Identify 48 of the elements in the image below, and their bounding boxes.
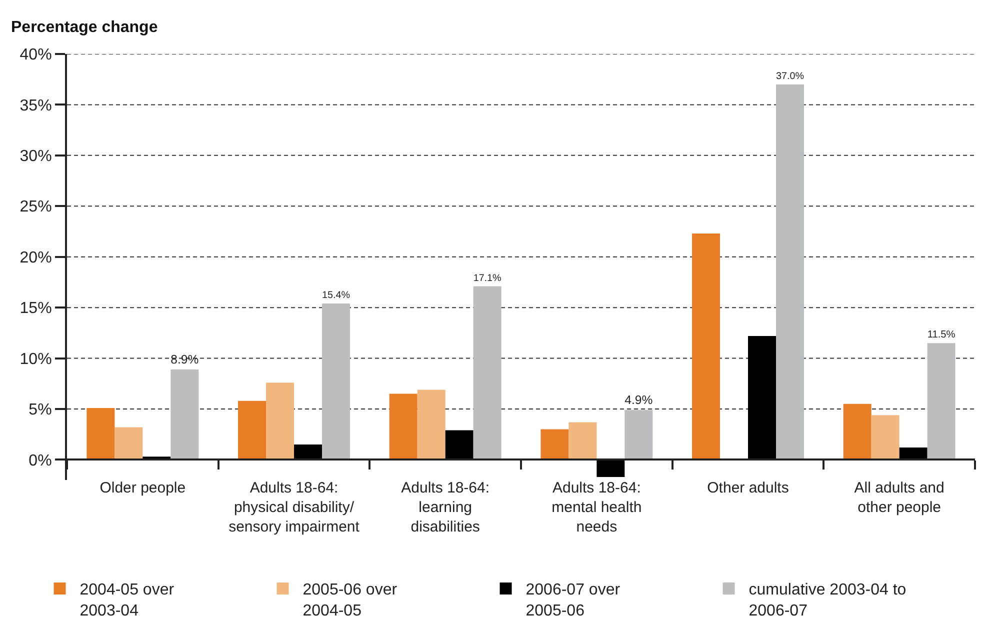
x-tick-label: Adults 18-64: physical disability/ sensory impairment bbox=[228, 480, 360, 536]
bar bbox=[86, 408, 115, 460]
x-tick-label: Adults 18-64: learning disabilities bbox=[401, 480, 490, 536]
y-tick-label: 20% bbox=[20, 249, 52, 266]
bar bbox=[238, 400, 266, 460]
bar bbox=[899, 448, 928, 460]
bar bbox=[624, 410, 653, 460]
y-tick-label: 35% bbox=[20, 97, 52, 114]
y-tick-label: 0% bbox=[28, 452, 52, 470]
bar bbox=[748, 336, 776, 460]
bar bbox=[294, 444, 322, 460]
y-tick-label: 5% bbox=[28, 402, 52, 419]
bar bbox=[776, 84, 804, 460]
bar bbox=[871, 415, 900, 460]
legend-label: cumulative 2003-04 to 2006-07 bbox=[748, 582, 906, 620]
data-label: 11.5% bbox=[927, 330, 956, 341]
bar bbox=[692, 234, 720, 460]
bar bbox=[843, 404, 872, 460]
legend-label: 2004-05 over 2003-04 bbox=[80, 582, 175, 620]
data-label: 8.9% bbox=[170, 352, 199, 366]
legend-label: 2006-07 over 2005-06 bbox=[526, 582, 621, 620]
bar bbox=[540, 429, 569, 460]
bar bbox=[473, 286, 502, 460]
bar bbox=[445, 430, 474, 460]
bar bbox=[170, 369, 199, 460]
data-label: 37.0% bbox=[776, 70, 804, 82]
x-tick-label: Older people bbox=[100, 480, 186, 497]
legend-label: 2005-06 over 2004-05 bbox=[302, 582, 398, 620]
x-tick-label: All adults and other people bbox=[854, 480, 944, 516]
y-tick-label: 25% bbox=[20, 198, 52, 216]
bar bbox=[114, 427, 143, 460]
data-label: 4.9% bbox=[624, 392, 653, 407]
bar bbox=[927, 343, 956, 460]
y-tick-label: 15% bbox=[20, 300, 52, 318]
x-tick-label: Adults 18-64: mental health needs bbox=[552, 480, 642, 536]
y-tick-label: 10% bbox=[20, 350, 52, 368]
data-label: 17.1% bbox=[473, 272, 502, 284]
bar bbox=[322, 304, 350, 460]
bar bbox=[389, 394, 418, 460]
bar bbox=[417, 390, 446, 460]
bar bbox=[266, 382, 294, 460]
y-axis-title: Percentage change bbox=[11, 19, 158, 36]
y-tick-label: 40% bbox=[20, 46, 52, 64]
x-tick-label: Other adults bbox=[707, 480, 789, 497]
y-tick-label: 30% bbox=[20, 148, 52, 166]
bar bbox=[568, 422, 597, 460]
data-label: 15.4% bbox=[322, 290, 350, 302]
bar bbox=[596, 460, 625, 477]
